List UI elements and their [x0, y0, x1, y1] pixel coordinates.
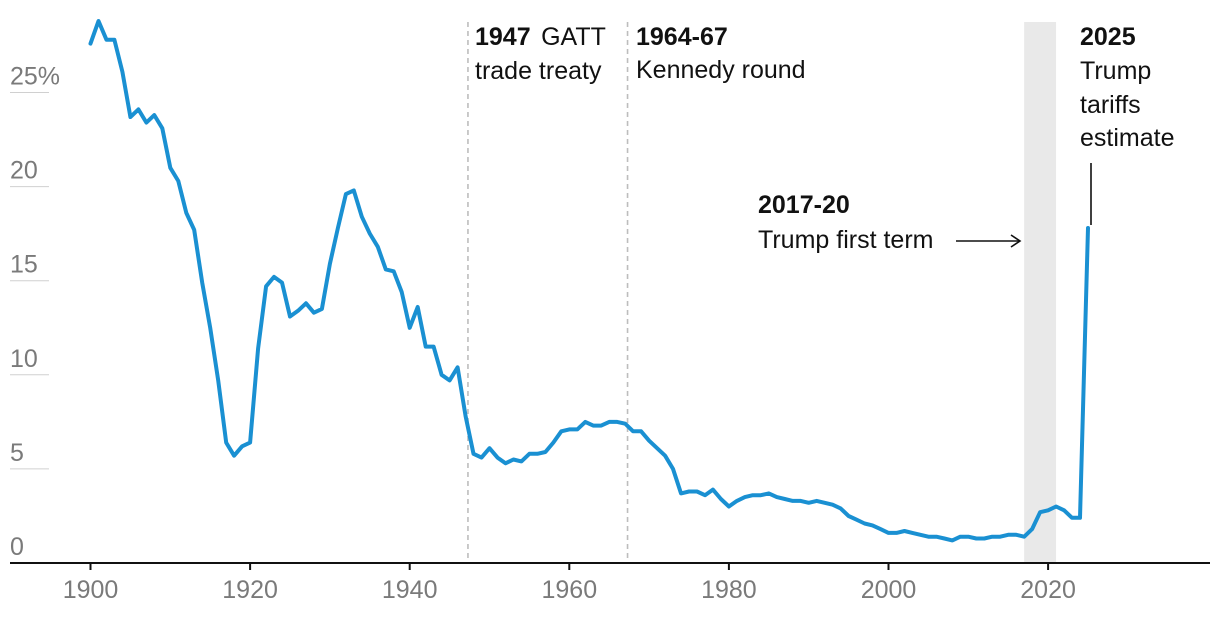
annotation-2025-line-1: Trump — [1080, 57, 1151, 85]
trump-first-term-band — [1024, 22, 1057, 563]
annotation-gatt-year: 1947 — [475, 23, 531, 51]
annotation-gatt-title: GATT — [541, 23, 606, 51]
series-layer — [88, 19, 1090, 543]
annotation-kennedy-years: 1964-67 — [636, 23, 728, 51]
x-tick-label: 1900 — [63, 576, 119, 604]
annotation-first-term-desc: Trump first term — [758, 226, 933, 254]
annotation-gatt: 1947 GATT — [475, 23, 606, 51]
annotation-first-term-years: 2017-20 — [758, 191, 850, 219]
y-tick-label: 25% — [10, 63, 60, 91]
x-tick-label: 1980 — [701, 576, 757, 604]
y-tick-label: 15 — [10, 251, 38, 279]
y-tick-label: 5 — [10, 439, 24, 467]
x-tick-label: 2000 — [861, 576, 917, 604]
annotation-2025-line-3: estimate — [1080, 124, 1174, 152]
trump-first-term-band-layer — [1024, 22, 1057, 563]
x-tick-label: 1960 — [541, 576, 597, 604]
y-tick-label: 20 — [10, 157, 38, 185]
annotation-gatt-desc: trade treaty — [475, 57, 602, 85]
annotation-2025-year: 2025 — [1080, 23, 1136, 51]
arrow-icon — [956, 234, 1022, 248]
annotation-kennedy-desc: Kennedy round — [636, 56, 806, 84]
annotation-2025-line-2: tariffs — [1080, 91, 1141, 119]
x-axis-ticks: 1900 1920 1940 1960 1980 2000 2020 — [63, 563, 1076, 604]
x-tick-label: 1920 — [222, 576, 278, 604]
x-tick-label: 2020 — [1020, 576, 1076, 604]
tariff-rate-line — [88, 19, 1090, 543]
y-axis-ticks: 0 5 10 15 20 25% — [10, 63, 60, 562]
y-tick-label: 0 — [10, 533, 24, 561]
x-tick-label: 1940 — [382, 576, 438, 604]
event-lines — [467, 22, 629, 563]
gridlines — [10, 92, 49, 470]
y-tick-label: 10 — [10, 345, 38, 373]
